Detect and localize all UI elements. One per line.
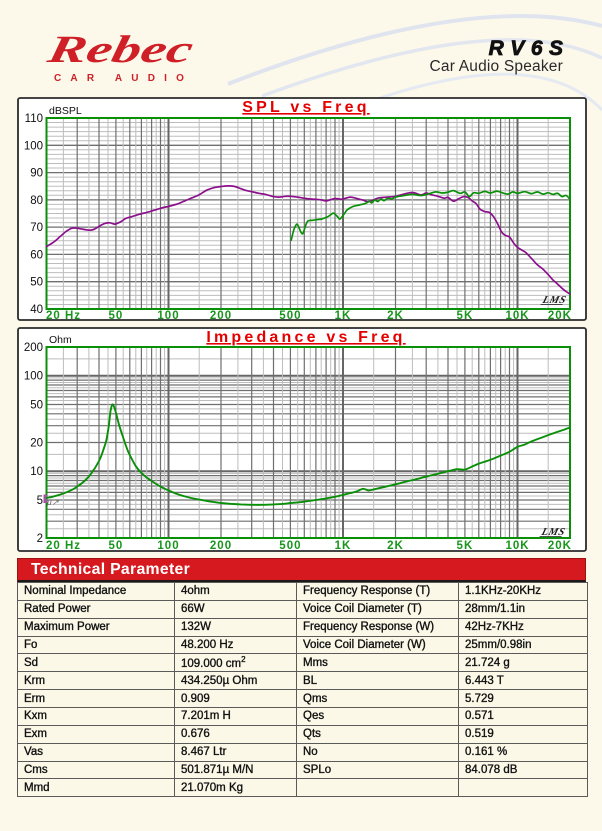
svg-text:20K: 20K [548,310,572,322]
svg-text:20 Hz: 20 Hz [46,310,81,322]
svg-text:LMS: LMS [540,294,567,306]
svg-text:10: 10 [30,466,43,478]
svg-text:20 Hz: 20 Hz [46,540,81,552]
svg-text:SPL vs Freq: SPL vs Freq [242,99,369,116]
svg-text:100: 100 [157,310,179,322]
svg-text:LMS: LMS [539,526,566,538]
svg-text:500: 500 [279,540,301,552]
svg-text:200: 200 [210,310,232,322]
svg-text:μ↗: μ↗ [46,497,60,507]
svg-text:Impedance vs Freq: Impedance vs Freq [206,329,405,346]
svg-text:60: 60 [30,249,43,261]
svg-text:50: 50 [109,310,124,322]
svg-text:5K: 5K [457,310,474,322]
svg-text:20: 20 [30,438,43,450]
svg-text:50: 50 [30,277,43,289]
svg-text:5K: 5K [457,540,474,552]
svg-text:1K: 1K [335,310,352,322]
svg-text:100: 100 [24,371,43,383]
svg-text:20K: 20K [548,540,572,552]
svg-text:110: 110 [25,113,43,125]
svg-text:10K: 10K [505,540,529,552]
svg-text:2: 2 [37,533,43,545]
svg-text:1K: 1K [335,540,352,552]
svg-text:90: 90 [30,168,43,180]
svg-text:100: 100 [24,140,43,152]
svg-text:50: 50 [30,400,43,412]
svg-text:2K: 2K [387,310,404,322]
svg-text:40: 40 [30,304,43,316]
svg-text:100: 100 [157,540,179,552]
svg-text:Ohm: Ohm [49,334,72,346]
svg-text:80: 80 [30,195,43,207]
svg-text:200: 200 [24,342,43,354]
svg-text:50: 50 [109,540,124,552]
svg-text:10K: 10K [505,310,529,322]
svg-text:5: 5 [37,495,43,507]
svg-text:2K: 2K [387,540,404,552]
svg-text:70: 70 [30,222,43,234]
svg-text:500: 500 [279,310,301,322]
svg-text:dBSPL: dBSPL [49,105,82,117]
svg-text:200: 200 [210,540,232,552]
